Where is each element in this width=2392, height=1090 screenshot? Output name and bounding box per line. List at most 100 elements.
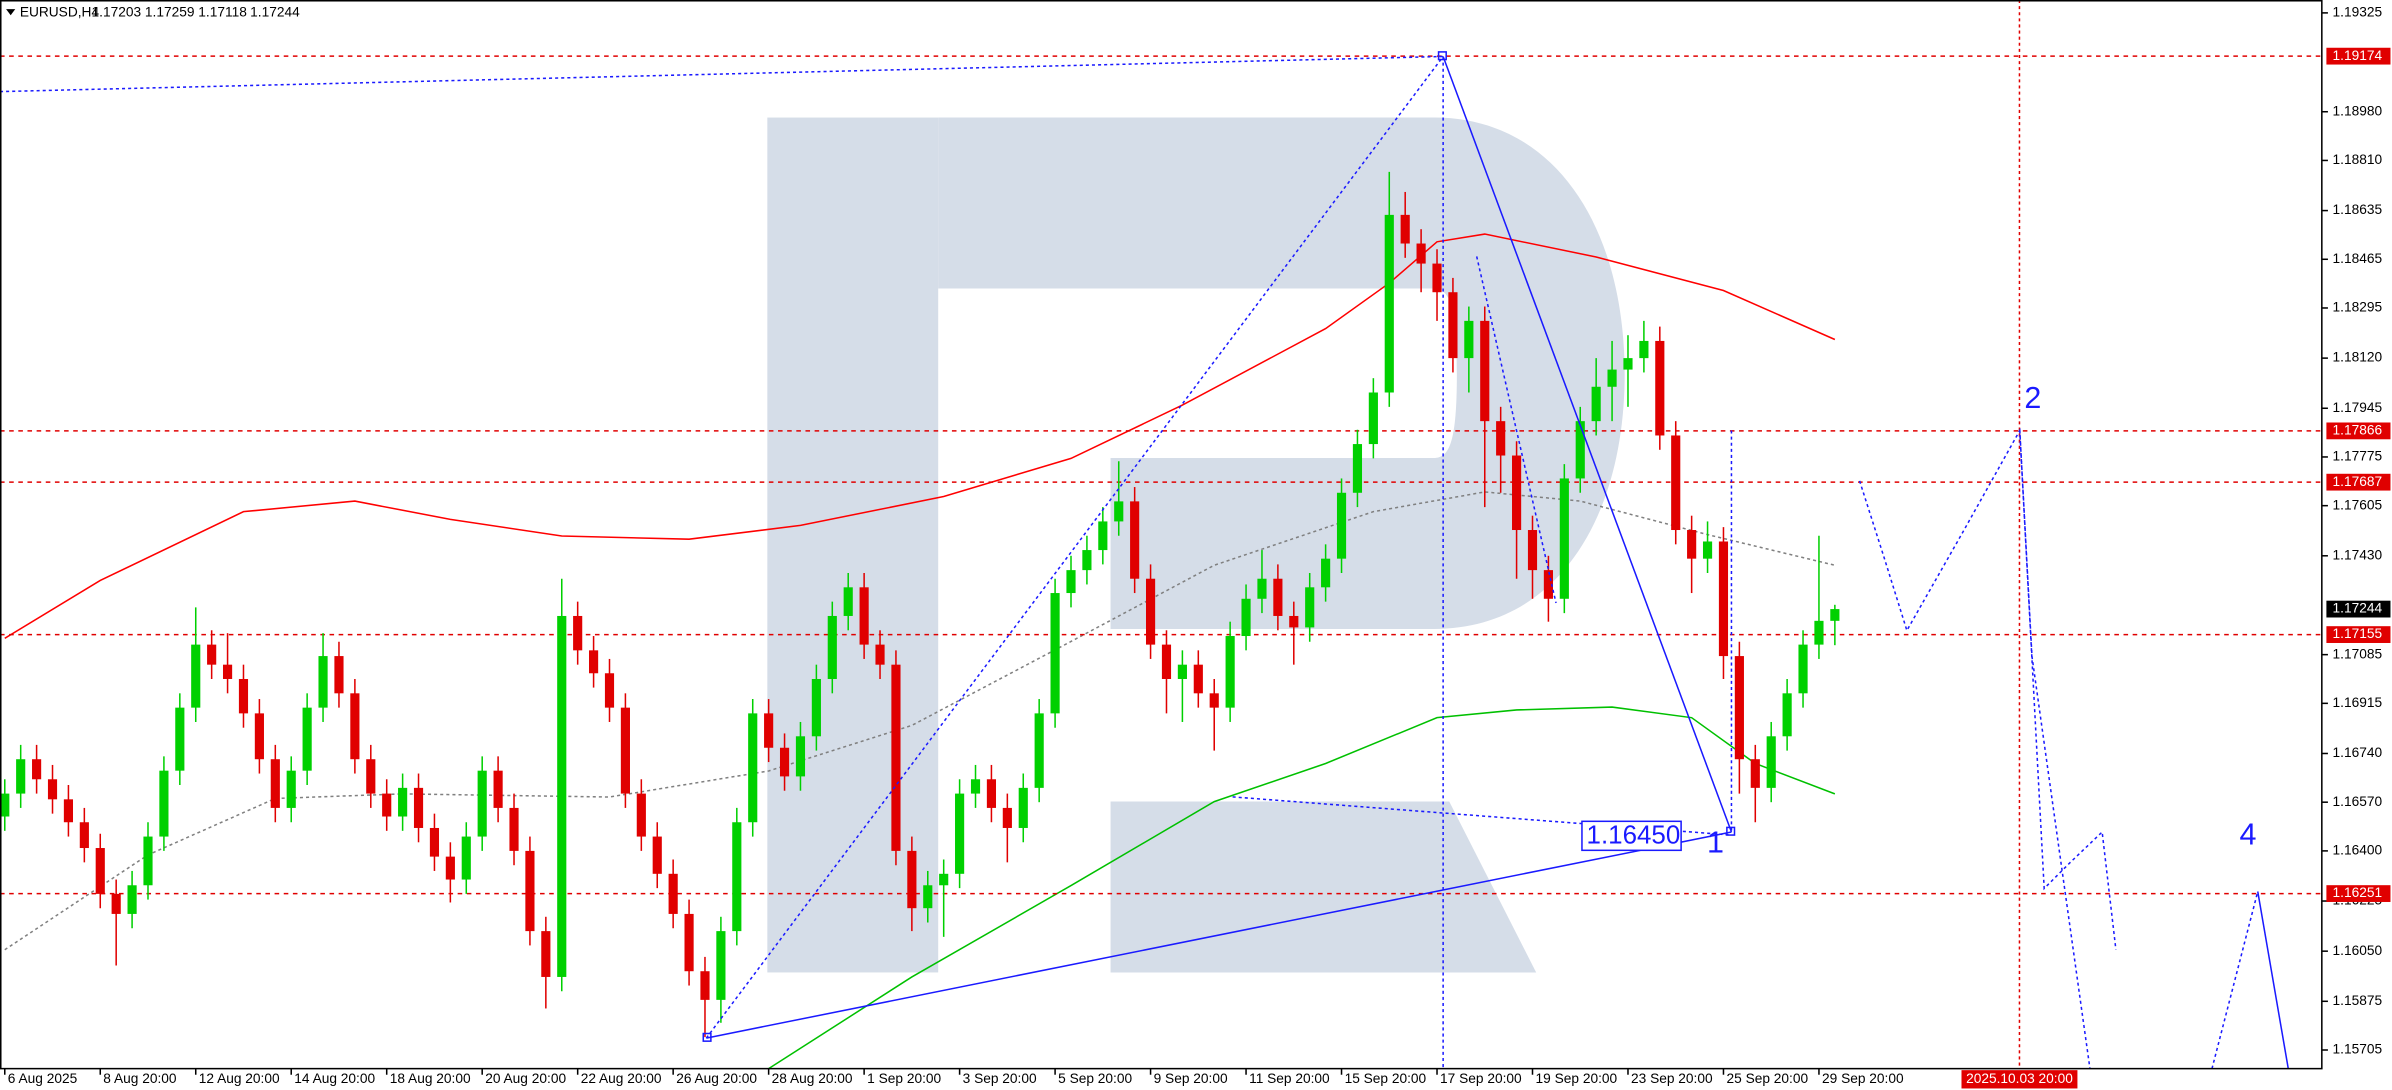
candle-body (79, 822, 89, 849)
candle-body (1527, 530, 1538, 571)
forecast-path (2019, 430, 2091, 1069)
candle-body (350, 693, 360, 760)
candle-body (1082, 550, 1092, 571)
candle-body (875, 644, 885, 665)
wave-markup (0, 51, 2290, 1069)
candle-body (843, 587, 853, 616)
candle-body (1273, 578, 1283, 616)
level-label: 1.19174 (2333, 48, 2383, 63)
candle-body (382, 793, 392, 817)
wave-line (706, 831, 1732, 1039)
candle-body (1305, 587, 1315, 628)
candle-body (493, 770, 503, 808)
candle-body (684, 913, 694, 972)
candle-body (525, 850, 535, 932)
moving-average (768, 706, 1836, 1070)
candle-body (1432, 263, 1442, 293)
candle-body (334, 656, 344, 694)
y-tick-label: 1.15875 (2333, 993, 2383, 1008)
candle-body (413, 787, 424, 828)
candle-body (827, 615, 837, 679)
candle-body (1480, 320, 1490, 422)
candle-body (1289, 615, 1299, 628)
candle-body (764, 713, 774, 748)
candle-body (1416, 243, 1426, 264)
candle-body (1050, 593, 1060, 714)
candle-body (1002, 807, 1012, 828)
candle-body (1018, 787, 1028, 828)
candle-body (1623, 358, 1633, 370)
candle-body (254, 713, 264, 760)
x-tick-label: 23 Sep 20:00 (1631, 1071, 1713, 1086)
y-tick-label: 1.17775 (2333, 449, 2383, 464)
candle-body (541, 931, 551, 977)
x-tick-label: 5 Sep 20:00 (1058, 1071, 1132, 1086)
candle-body (238, 678, 249, 714)
header-low: 1.17118 (198, 5, 247, 20)
price-box (2326, 600, 2391, 618)
candle-body (429, 827, 440, 857)
x-tick-label: 22 Aug 20:00 (581, 1071, 662, 1086)
x-tick-label: 12 Aug 20:00 (199, 1071, 280, 1086)
x-tick-label: 8 Aug 20:00 (103, 1071, 177, 1086)
wave-label: 2 (2024, 381, 2041, 415)
candle-body (270, 759, 280, 808)
y-tick-label: 1.18295 (2333, 300, 2383, 315)
candle-body (923, 885, 933, 909)
candle-body (1512, 455, 1522, 531)
plot-frame (0, 0, 2323, 1070)
candle-body (795, 736, 806, 777)
candle-body (939, 873, 949, 886)
x-tick-label: 15 Sep 20:00 (1345, 1071, 1427, 1086)
y-tick-label: 1.17430 (2333, 547, 2383, 562)
candle-body (1766, 736, 1776, 788)
level-label: 1.16251 (2333, 885, 2383, 900)
x-tick-label: 6 Aug 2025 (8, 1071, 78, 1086)
candle-body (1161, 644, 1172, 679)
candle-body (1559, 478, 1569, 599)
plot-area (0, 0, 2322, 1070)
candle-body (1814, 620, 1824, 645)
candle-body (1750, 759, 1760, 788)
candle-body (32, 759, 42, 780)
candle-body (461, 836, 471, 880)
candle-body (111, 893, 121, 914)
y-tick-label: 1.18810 (2333, 152, 2383, 167)
candle-body (748, 713, 758, 823)
candle-body (1639, 340, 1649, 359)
candle-body (1098, 521, 1108, 551)
candle-body (589, 650, 599, 674)
candle-body (557, 615, 567, 977)
candle-body (1464, 320, 1474, 359)
candle-body (159, 770, 169, 837)
x-tick-label: 29 Sep 20:00 (1822, 1071, 1904, 1086)
candle-body (652, 836, 662, 874)
level-box (2326, 473, 2391, 491)
wave-line (1475, 256, 1557, 604)
x-tick-label: 17 Sep 20:00 (1440, 1071, 1522, 1086)
y-tick-label: 1.15705 (2333, 1042, 2383, 1057)
candle-body (970, 779, 981, 794)
level-box (2326, 422, 2391, 440)
candle-body (573, 615, 583, 651)
x-tick-label: 25 Sep 20:00 (1727, 1071, 1809, 1086)
candle-body (1798, 644, 1808, 694)
x-tick-label: 28 Aug 20:00 (772, 1071, 853, 1086)
y-tick-label: 1.16050 (2333, 943, 2383, 958)
candle-body (477, 770, 487, 837)
header-open: 1.17203 (92, 5, 142, 20)
price-label: 1.16450 (1587, 821, 1681, 849)
candle-body (47, 779, 58, 800)
menu-arrow (6, 9, 16, 16)
logo-bowl (938, 117, 1625, 629)
candle-body (302, 707, 312, 771)
candle-body (1145, 578, 1156, 645)
y-tick-label: 1.18635 (2333, 202, 2383, 217)
candle-body (700, 971, 710, 1000)
x-tick-label: 18 Aug 20:00 (390, 1071, 471, 1086)
candle-body (955, 793, 965, 874)
candle-body (16, 759, 26, 794)
candle-body (1066, 570, 1076, 594)
wave-label: 4 (2239, 818, 2256, 852)
